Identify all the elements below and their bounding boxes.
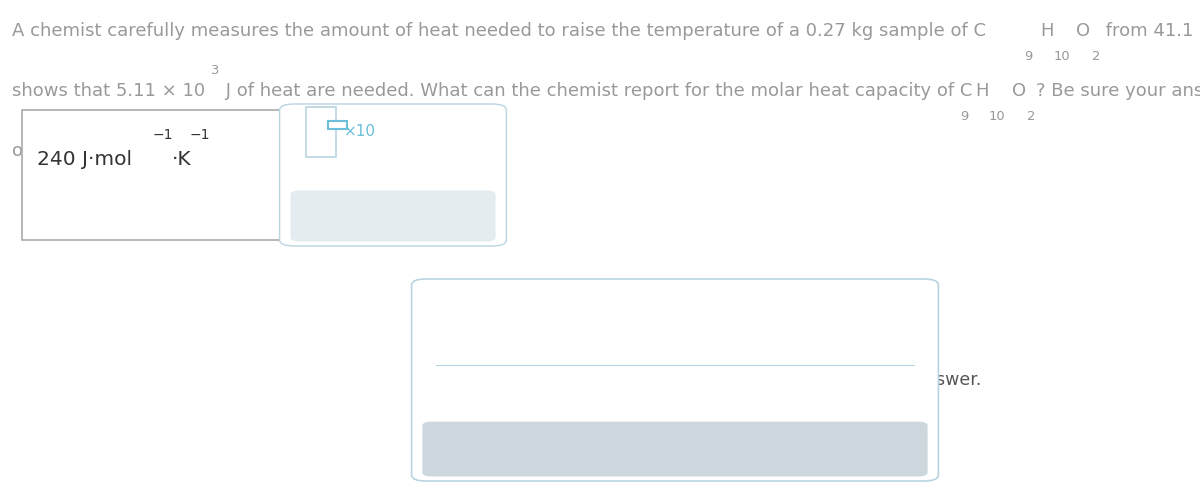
Text: 3: 3: [210, 64, 218, 76]
Text: ·K: ·K: [172, 150, 191, 169]
Text: OK: OK: [662, 440, 688, 458]
Text: −1: −1: [152, 128, 173, 142]
Text: −1: −1: [190, 128, 210, 142]
Text: Please check the number of significant digits in your answer.: Please check the number of significant d…: [450, 371, 982, 389]
Text: J of heat are needed. What can the chemist report for the molar heat capacity of: J of heat are needed. What can the chemi…: [220, 82, 972, 100]
Text: 2: 2: [1027, 110, 1036, 123]
Text: H: H: [1040, 22, 1054, 40]
Text: O: O: [1076, 22, 1091, 40]
FancyBboxPatch shape: [280, 104, 506, 246]
Text: from 41.1 °C to 53.1 °C. The experiment: from 41.1 °C to 53.1 °C. The experiment: [1100, 22, 1200, 40]
Text: 240 J·mol: 240 J·mol: [37, 150, 132, 169]
Text: shows that 5.11 × 10: shows that 5.11 × 10: [12, 82, 205, 100]
Bar: [328, 120, 347, 130]
Text: O: O: [1012, 82, 1026, 100]
FancyBboxPatch shape: [422, 422, 928, 476]
Text: ↺: ↺: [426, 205, 445, 229]
Text: 9: 9: [1025, 50, 1032, 63]
Text: Be Careful: Be Careful: [450, 312, 560, 332]
Text: ? Be sure your answer has the correct number: ? Be sure your answer has the correct nu…: [1036, 82, 1200, 100]
Text: ×: ×: [335, 205, 354, 229]
Text: H: H: [976, 82, 989, 100]
Text: A chemist carefully measures the amount of heat needed to raise the temperature : A chemist carefully measures the amount …: [12, 22, 986, 40]
FancyBboxPatch shape: [22, 110, 280, 240]
Text: 10: 10: [989, 110, 1006, 123]
Text: 9: 9: [960, 110, 968, 123]
Text: of significant digits.: of significant digits.: [12, 142, 190, 160]
Text: 10: 10: [1054, 50, 1070, 63]
Text: 2: 2: [1092, 50, 1100, 63]
FancyBboxPatch shape: [412, 279, 938, 481]
Bar: [306, 107, 336, 157]
FancyBboxPatch shape: [290, 190, 496, 242]
Text: ×10: ×10: [344, 124, 377, 140]
